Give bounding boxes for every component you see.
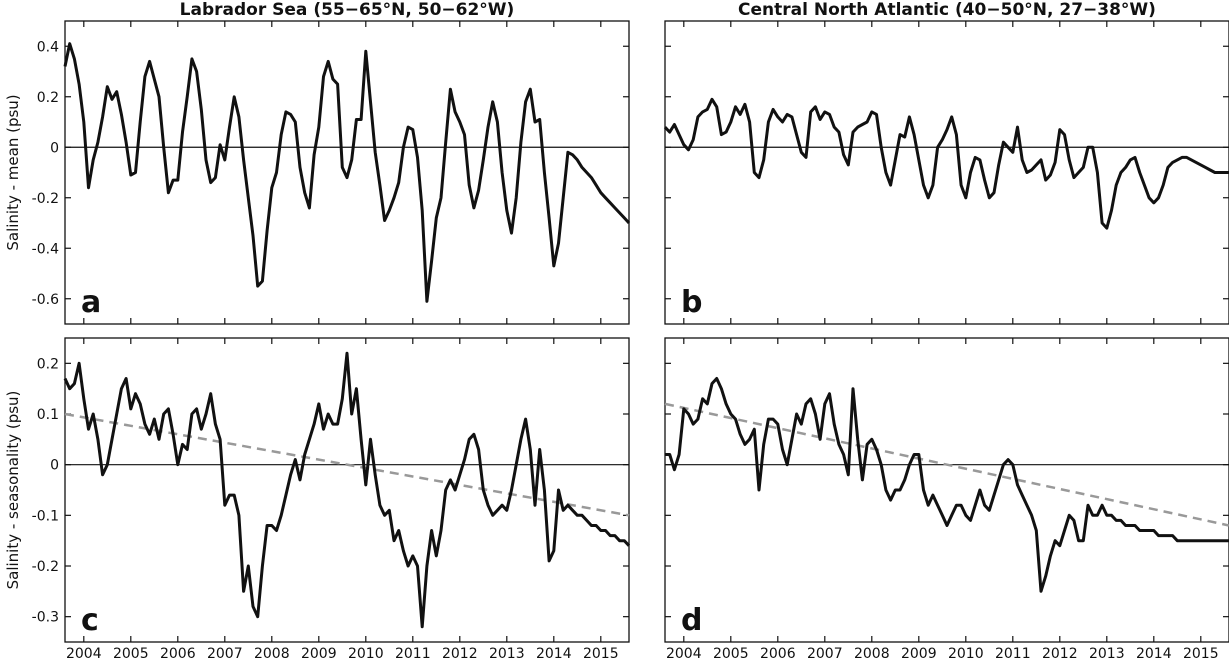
panel-c-ytick-label: -0.2 xyxy=(32,559,59,575)
panel-d-xtick-label: 2014 xyxy=(1136,646,1172,660)
panel-c-xtick-label: 2013 xyxy=(489,646,525,660)
panel-b-frame xyxy=(664,20,1229,325)
panel-d-xtick-label: 2012 xyxy=(1042,646,1078,660)
panel-c-ytick-label: 0.1 xyxy=(37,407,59,423)
panel-c-xtick-label: 2012 xyxy=(442,646,478,660)
panel-d-xtick-label: 2009 xyxy=(901,646,937,660)
panel-c-trend-line xyxy=(64,412,630,517)
panel-c-series-line xyxy=(63,351,631,629)
panel-c-ytick-label: -0.1 xyxy=(32,508,59,524)
panel-d-xtick-label: 2010 xyxy=(948,646,984,660)
panel-c-ylabel: Salinity - seasonality (psu) xyxy=(4,391,22,590)
panel-d-trend-line xyxy=(664,402,1229,527)
panel-d-xtick-label: 2007 xyxy=(807,646,843,660)
panel-d-frame xyxy=(664,337,1229,643)
panel-a-series-line xyxy=(63,42,631,303)
panel-c-xtick-label: 2008 xyxy=(254,646,290,660)
panel-a-ytick-label: -0.2 xyxy=(32,191,59,207)
panel-a-ylabel: Salinity - mean (psu) xyxy=(4,94,22,250)
panel-d-label: d xyxy=(681,603,702,638)
panel-a-ytick-label: -0.4 xyxy=(32,241,59,257)
panel-b-title: Central North Atlantic (40−50°N, 27−38°W… xyxy=(738,0,1156,20)
panel-b-label: b xyxy=(681,285,702,320)
panel-c-ytick-label: -0.3 xyxy=(32,610,59,626)
panel-a-ytick-label: -0.6 xyxy=(32,292,59,308)
panel-c-ytick-label: 0 xyxy=(50,458,59,474)
panel-a-label: a xyxy=(81,285,101,320)
panel-d-xtick-label: 2011 xyxy=(995,646,1031,660)
panel-d-xtick-label: 2006 xyxy=(760,646,796,660)
panel-a-ytick-label: 0 xyxy=(50,140,59,156)
panel-c-xtick-label: 2004 xyxy=(66,646,102,660)
panel-c-xtick-label: 2009 xyxy=(301,646,337,660)
panel-c-label: c xyxy=(81,603,99,638)
panel-c-xtick-label: 2010 xyxy=(348,646,384,660)
panel-c-xtick-label: 2007 xyxy=(207,646,243,660)
panel-d-series-line xyxy=(665,377,1229,593)
panel-a-ytick-label: 0.4 xyxy=(37,39,59,55)
panel-a-frame xyxy=(64,20,630,325)
panel-c-xtick-label: 2005 xyxy=(113,646,149,660)
panel-a-ytick-label: 0.2 xyxy=(37,90,59,106)
panel-d-xtick-label: 2008 xyxy=(854,646,890,660)
panel-c-xtick-label: 2015 xyxy=(583,646,619,660)
panel-c-xtick-label: 2011 xyxy=(395,646,431,660)
panel-d-xtick-label: 2004 xyxy=(666,646,702,660)
panel-c-xtick-label: 2014 xyxy=(536,646,572,660)
panel-b-series-line xyxy=(663,97,1229,230)
panel-c-xtick-label: 2006 xyxy=(160,646,196,660)
panel-c-ytick-label: 0.2 xyxy=(37,356,59,372)
panel-c-frame xyxy=(64,337,630,643)
panel-d-xtick-label: 2005 xyxy=(713,646,749,660)
panel-d-xtick-label: 2015 xyxy=(1183,646,1219,660)
panel-d-xtick-label: 2013 xyxy=(1089,646,1125,660)
panel-a-title: Labrador Sea (55−65°N, 50−62°W) xyxy=(180,0,515,20)
